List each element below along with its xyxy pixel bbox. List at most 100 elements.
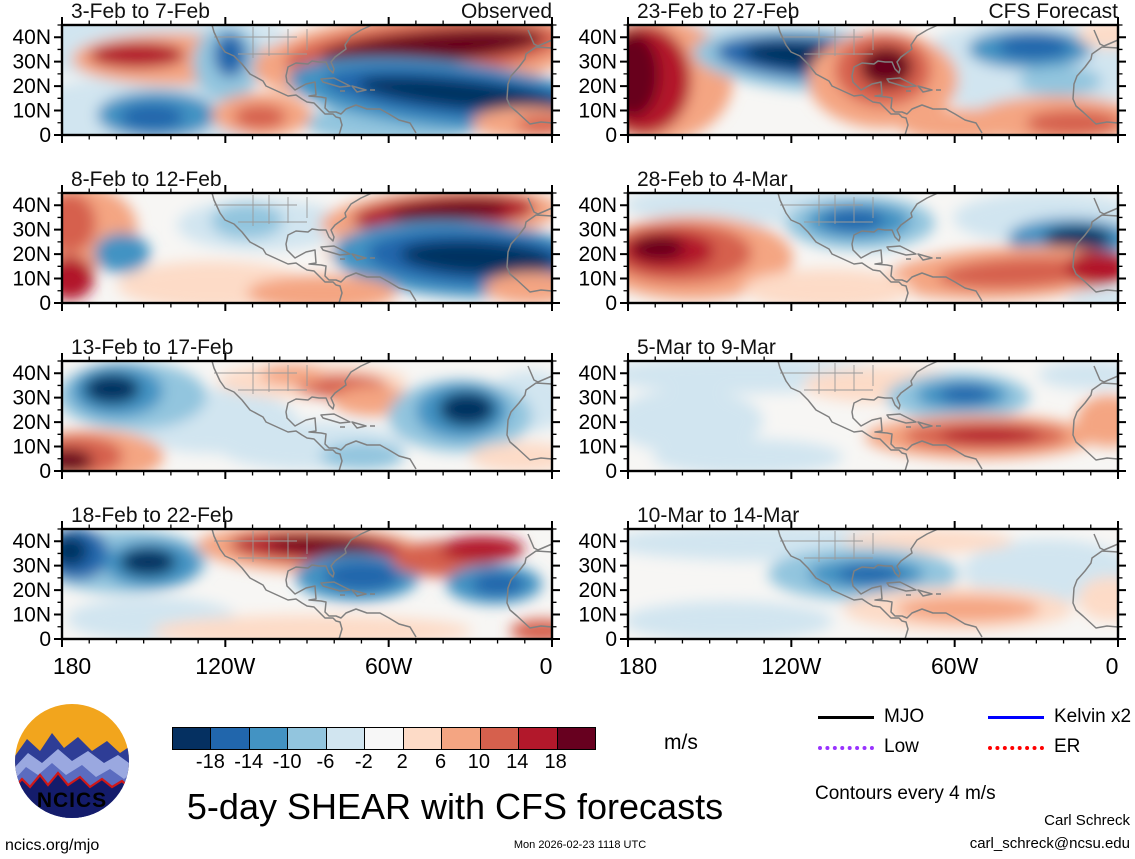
colorbar-tick-label: 10 <box>467 751 491 773</box>
logo-base <box>15 773 129 818</box>
colorbar-segment <box>479 728 519 749</box>
logo-ridge-line <box>15 771 129 789</box>
anomaly-field <box>628 25 1118 135</box>
logo-text: NCICS <box>37 789 107 812</box>
contour-interval-note: Contours every 4 m/s <box>815 783 996 804</box>
legend-item-low: Low <box>818 736 978 758</box>
credit-name: Carl Schreck <box>1044 812 1130 829</box>
svg-text:20N: 20N <box>12 75 51 98</box>
svg-text:0: 0 <box>605 460 617 483</box>
colorbar <box>172 727 596 750</box>
colorbar-tick-label: 6 <box>434 751 447 773</box>
anomaly-field <box>628 361 1118 471</box>
panel-title: 10-Mar to 14-Mar <box>637 504 800 527</box>
panel-title: 23-Feb to 27-Feb <box>637 0 800 23</box>
svg-text:0: 0 <box>605 292 617 315</box>
svg-text:20N: 20N <box>12 411 51 434</box>
coastlines <box>211 193 552 303</box>
svg-text:40N: 40N <box>12 194 51 217</box>
legend-item-er: ER <box>988 736 1135 758</box>
map-panel-6: 40N 30N 20N 10N 0 <box>578 353 1126 483</box>
svg-text:40N: 40N <box>578 362 617 385</box>
svg-text:0: 0 <box>39 124 51 147</box>
svg-text:30N: 30N <box>578 387 617 410</box>
legend-label-er: ER <box>1054 736 1081 757</box>
svg-text:10N: 10N <box>12 604 51 627</box>
colorbar-tick-label: -2 <box>354 751 373 773</box>
colorbar-segment <box>325 728 365 749</box>
map-panel-3: 40N 30N 20N 10N 0 <box>12 185 560 315</box>
svg-text:10N: 10N <box>12 268 51 291</box>
svg-text:120W: 120W <box>195 653 255 679</box>
svg-text:180: 180 <box>53 653 91 679</box>
map-panel-8: 40N 30N 20N 10N 0 180 120W 60W 0 <box>578 521 1126 679</box>
panel-title: 18-Feb to 22-Feb <box>71 504 234 527</box>
coastlines <box>211 25 552 135</box>
ncics-logo: NCICS <box>15 704 129 818</box>
anomaly-field <box>62 193 552 303</box>
coastlines <box>777 529 1118 639</box>
svg-text:0: 0 <box>39 628 51 651</box>
panel-title: 5-Mar to 9-Mar <box>637 336 776 359</box>
colorbar-segment <box>441 728 480 749</box>
svg-text:120W: 120W <box>761 653 821 679</box>
legend-line-er <box>988 746 1044 750</box>
panel-type-tag: CFS Forecast <box>988 0 1118 23</box>
colorbar-segment <box>248 728 288 749</box>
panel-title: 8-Feb to 12-Feb <box>71 168 222 191</box>
svg-text:30N: 30N <box>12 387 51 410</box>
svg-text:60W: 60W <box>365 653 413 679</box>
svg-text:30N: 30N <box>12 51 51 74</box>
credit-email: carl_schreck@ncsu.edu <box>969 835 1130 853</box>
colorbar-tick-label: -6 <box>316 751 335 773</box>
coastlines <box>777 193 1118 303</box>
state-borders <box>214 531 308 562</box>
state-borders <box>780 195 874 226</box>
svg-text:0: 0 <box>605 628 617 651</box>
svg-text:40N: 40N <box>578 530 617 553</box>
map-panel-2: 40N 30N 20N 10N 0 <box>578 17 1126 147</box>
svg-text:0: 0 <box>540 653 553 679</box>
legend-item-mjo: MJO <box>818 706 978 728</box>
site-url: ncics.org/mjo <box>5 837 100 854</box>
svg-text:0: 0 <box>1106 653 1119 679</box>
map-panel-4: 40N 30N 20N 10N 0 <box>578 185 1126 315</box>
svg-text:40N: 40N <box>12 26 51 49</box>
legend-line-low <box>818 746 874 750</box>
legend-item-kelvin: Kelvin x2 <box>988 706 1135 728</box>
anomaly-field <box>628 193 1118 303</box>
map-panel-1: 40N 30N 20N 10N 0 <box>12 17 560 147</box>
panel-title: 13-Feb to 17-Feb <box>71 336 234 359</box>
legend-label-low: Low <box>884 736 919 757</box>
svg-text:10N: 10N <box>578 268 617 291</box>
coastlines <box>211 361 552 471</box>
svg-text:30N: 30N <box>578 555 617 578</box>
legend-line-kelvin <box>988 716 1044 719</box>
svg-text:30N: 30N <box>578 219 617 242</box>
coastlines <box>211 529 552 639</box>
state-borders <box>214 195 308 226</box>
state-borders <box>214 363 308 394</box>
anomaly-field <box>62 362 552 471</box>
svg-text:40N: 40N <box>12 362 51 385</box>
svg-text:20N: 20N <box>578 243 617 266</box>
svg-text:60W: 60W <box>931 653 979 679</box>
svg-text:0: 0 <box>605 124 617 147</box>
map-panel-5: 40N 30N 20N 10N 0 <box>12 353 560 483</box>
state-borders <box>780 531 874 562</box>
svg-text:30N: 30N <box>12 555 51 578</box>
svg-text:0: 0 <box>39 292 51 315</box>
